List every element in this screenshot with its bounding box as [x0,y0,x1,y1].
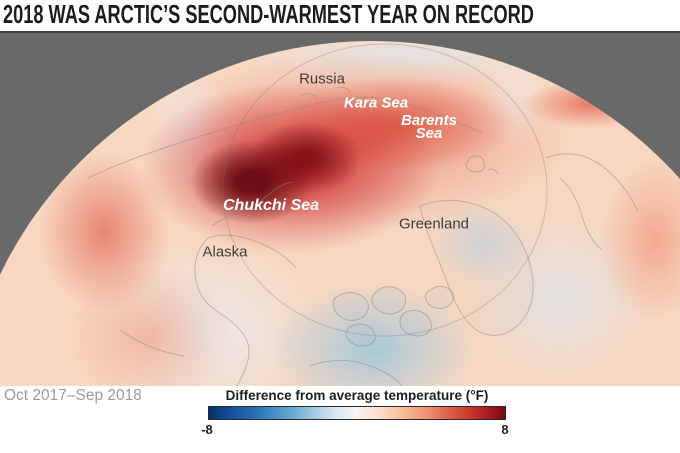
map-label-greenland: Greenland [398,215,470,233]
title-divider [0,31,680,33]
page-title: 2018 WAS ARCTIC’S SECOND-WARMEST YEAR ON… [3,0,534,29]
colorbar-min-label: -8 [201,422,213,437]
map-label-alaska: Alaska [202,243,248,261]
title-bar: 2018 WAS ARCTIC’S SECOND-WARMEST YEAR ON… [0,0,680,31]
map-label-russia: Russia [299,70,345,88]
colorbar-max-label: 8 [501,422,509,437]
map-label-barents-line1: Barents [401,112,457,129]
date-range-label: Oct 2017–Sep 2018 [4,387,142,404]
colorbar-gradient [208,406,506,420]
map-label-chukchi-sea: Chukchi Sea [222,197,320,214]
map-label-barents-line2: Sea [415,125,443,142]
map-label-barents-sea: Barents Sea [401,112,457,142]
map-label-kara-sea: Kara Sea [343,94,409,112]
footer-band: Oct 2017–Sep 2018 Difference from averag… [0,386,680,453]
legend-title: Difference from average temperature (°F) [225,388,489,403]
